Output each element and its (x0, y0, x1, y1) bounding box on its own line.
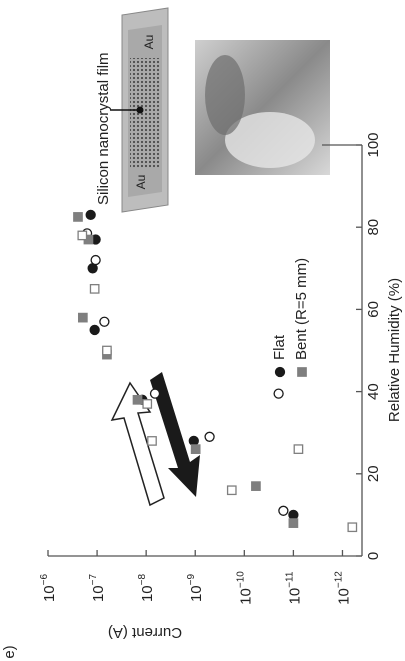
point (149, 388, 161, 399)
point (288, 518, 299, 528)
point (132, 394, 143, 405)
x-tick-label: 80 (365, 219, 382, 236)
y-tick-exp: −7 (88, 574, 99, 586)
x-axis-title: Relative Humidity (%) (386, 278, 403, 422)
y-tick-base: 10 (188, 585, 205, 602)
y-tick-base: 10 (335, 588, 352, 605)
x-tick-label: 60 (365, 301, 382, 318)
point (73, 212, 83, 222)
legend-marker (297, 367, 307, 377)
x-tick-label: 40 (365, 383, 382, 400)
x-tick-label: 0 (365, 552, 382, 560)
y-tick-base: 10 (139, 585, 156, 602)
point (85, 209, 96, 221)
y-tick-base: 10 (41, 585, 58, 602)
point (99, 316, 110, 327)
point (288, 509, 299, 521)
x-tick-label: 20 (365, 465, 382, 482)
legend-marker (274, 366, 286, 378)
sweep-arrows (110, 372, 200, 507)
legend-label: Bent (R=5 mm) (293, 258, 310, 360)
point (226, 485, 237, 496)
point (102, 345, 112, 356)
point (190, 444, 201, 454)
y-tick-exp: −6 (39, 574, 50, 586)
y-tick-label: 10−12 (333, 571, 352, 605)
point (293, 444, 304, 454)
point (142, 399, 153, 409)
point (278, 505, 289, 516)
y-tick-label: 10−7 (88, 574, 107, 603)
y-tick-label: 10−6 (39, 574, 58, 603)
photo-inset (195, 40, 330, 175)
y-tick-exp: −9 (186, 574, 197, 586)
y-tick-exp: −10 (235, 571, 246, 588)
y-tick-base: 10 (286, 588, 303, 605)
y-tick-exp: −8 (137, 574, 148, 586)
y-tick-base: 10 (90, 585, 107, 602)
y-tick-label: 10−9 (186, 574, 205, 603)
y-tick-label: 10−11 (284, 571, 303, 604)
point (77, 312, 88, 323)
point (273, 388, 284, 399)
x-tick-label: 100 (365, 132, 382, 157)
point (89, 283, 100, 294)
point (204, 431, 215, 442)
point (147, 436, 157, 446)
y-tick-label: 10−10 (235, 571, 254, 605)
point (251, 481, 261, 491)
device-schematic: Au Au Silicon nanocrystal film (95, 7, 169, 213)
point (77, 230, 88, 241)
annotation: Au (134, 175, 148, 190)
point (89, 324, 100, 336)
y-axis-title: Current (A) (108, 624, 182, 641)
annotation: Silicon nanocrystal film (95, 52, 112, 205)
y-tick-base: 10 (237, 588, 254, 605)
point (347, 522, 358, 533)
annotation: Au (142, 35, 156, 50)
y-tick-exp: −12 (333, 571, 344, 588)
y-tick-exp: −11 (284, 571, 295, 588)
y-tick-label: 10−8 (137, 574, 156, 603)
point (188, 435, 199, 447)
point (90, 254, 101, 266)
legend-label: Flat (271, 334, 288, 360)
panel-label: e) (1, 645, 18, 658)
